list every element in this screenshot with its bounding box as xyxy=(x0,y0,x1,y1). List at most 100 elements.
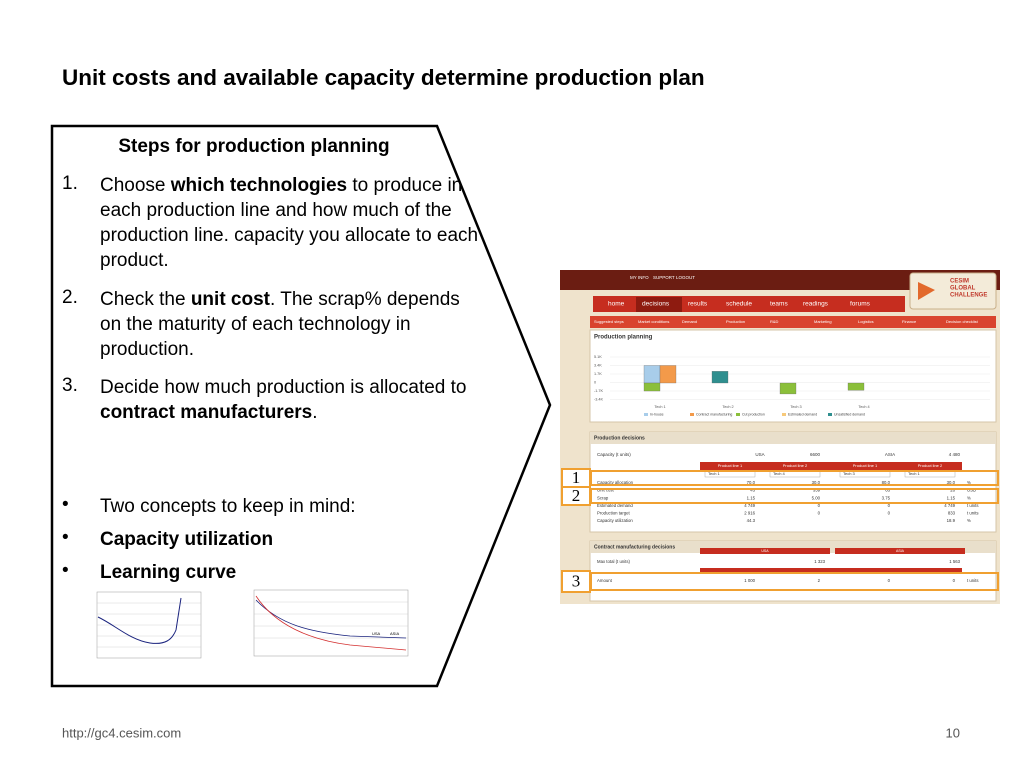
ui-text: -3.4K xyxy=(594,398,604,402)
ui-text: Tech 1 xyxy=(654,405,665,409)
step-emphasis: which technologies xyxy=(170,175,348,196)
bar xyxy=(659,365,677,384)
frame xyxy=(50,124,552,688)
ui-text: 1 000 xyxy=(744,578,755,583)
ui-text: % xyxy=(967,518,971,523)
ui-text: Unsatisfied demand xyxy=(834,412,865,416)
ui-text: SUPPORT xyxy=(653,275,675,280)
ui-text: 2 916 xyxy=(744,511,755,516)
bullet-text: Learning curve xyxy=(100,562,237,583)
ui-text: Contract manufacturing decisions xyxy=(594,544,675,550)
ui-text: CHALLENGE xyxy=(950,293,987,299)
ui-text: 80.0 xyxy=(882,480,891,485)
ui-text: 5.00 xyxy=(812,495,821,500)
ui-text: Marketing xyxy=(814,319,832,324)
bar xyxy=(847,382,865,391)
ui-text: 43 xyxy=(750,488,755,493)
ui-text: 0 xyxy=(594,381,596,385)
ui-text: Max total (t units) xyxy=(597,559,631,564)
step-text: Decide how much production is allocated … xyxy=(100,375,485,425)
ui-text: t units xyxy=(967,511,978,516)
step-number: 1. xyxy=(62,173,78,194)
ui-text: 0 xyxy=(818,503,821,508)
ui-text: % xyxy=(967,495,971,500)
ui-text: CESIM xyxy=(950,279,969,285)
ui-text: 339 xyxy=(813,488,821,493)
ui-text: 1 563 xyxy=(949,559,960,564)
screenshot: MY INFO SUPPORT LOGOUT CESIMGLOBALCHALLENGE… xyxy=(560,270,1000,604)
ui-text: Product line 2 xyxy=(918,463,943,468)
ui-text: Tech 1 xyxy=(708,471,721,476)
ui-text: Suggested steps xyxy=(594,319,624,324)
ui-text: 1.15 xyxy=(947,495,956,500)
step-number: 2. xyxy=(62,287,78,308)
ui-text: Market conditions xyxy=(638,319,669,324)
ui-text: 1.15 xyxy=(747,495,756,500)
ui-text: readings xyxy=(803,301,829,308)
legend: ASIA xyxy=(390,631,399,636)
step-part: . xyxy=(312,402,318,423)
ui-text: Production decisions xyxy=(594,435,645,441)
ui-text: 4 480 xyxy=(949,452,961,457)
ui-text: 833 xyxy=(948,511,956,516)
ui-text: 18.9 xyxy=(947,518,956,523)
ui-text: Estimated demand xyxy=(597,503,633,508)
legend-swatch xyxy=(644,413,648,416)
ui-text: Demand xyxy=(682,319,697,324)
ui-text: 0 xyxy=(818,511,821,516)
ui-text: 3.75 xyxy=(882,495,891,500)
legend-swatch xyxy=(736,413,740,416)
ui-text: teams xyxy=(770,301,788,308)
ui-text: forums xyxy=(850,301,871,308)
legend-swatch xyxy=(690,413,694,416)
bar xyxy=(643,365,661,384)
ui-text: -1.7K xyxy=(594,389,604,393)
ui-text: Tech 1 xyxy=(908,471,921,476)
ui-text: R&D xyxy=(770,319,779,324)
ui-text: 3.4K xyxy=(594,364,602,368)
ui-text: 0 xyxy=(888,578,891,583)
ui-text: Production xyxy=(726,319,745,324)
ui-text: Unit cost xyxy=(597,488,615,493)
marker-box xyxy=(561,486,591,506)
ui-text: Tech 4 xyxy=(773,471,786,476)
marker-box xyxy=(561,570,591,593)
ui-text: 4 749 xyxy=(944,503,955,508)
ui-text: Product line 1 xyxy=(718,463,743,468)
step-emphasis: contract manufacturers xyxy=(100,402,313,423)
step-part: Decide how much production is allocated … xyxy=(100,377,467,398)
ui-text: USA xyxy=(755,452,764,457)
step-text: Check the unit cost. The scrap% depends … xyxy=(100,287,485,362)
step-part: to produce in each production line and h… xyxy=(100,175,479,271)
ui-text: t units xyxy=(967,578,978,583)
ui-text: Estimated demand xyxy=(788,412,817,416)
ui-text: Tech 3 xyxy=(843,471,856,476)
ui-text: decisions xyxy=(642,301,670,308)
ui-text: Logistics xyxy=(858,319,874,324)
ui-text: 1 xyxy=(572,468,581,487)
ui-text: 28 xyxy=(950,488,955,493)
ui-text: In-house xyxy=(650,412,664,416)
ui-text: 5.1K xyxy=(594,355,602,359)
title: Unit costs and available capacity determ… xyxy=(62,65,705,90)
ui-text: 30.0 xyxy=(947,480,956,485)
ui-text: GLOBAL xyxy=(950,286,976,292)
ui-text: USD xyxy=(967,488,976,493)
ui-text: 0 xyxy=(953,578,956,583)
ui-text: Product line 2 xyxy=(783,463,808,468)
legend: USA xyxy=(372,631,381,636)
ui-text: home xyxy=(608,301,625,308)
bullet-symbol: • xyxy=(62,527,69,548)
legend-swatch xyxy=(782,413,786,416)
ui-text: Production planning xyxy=(594,335,653,341)
step-part: Choose xyxy=(100,175,171,196)
ui-text: 44.3 xyxy=(747,518,756,523)
ui-text: 70.0 xyxy=(747,480,756,485)
ui-text: Capacity (t units) xyxy=(597,452,631,457)
ui-text: 6600 xyxy=(810,452,821,457)
bar xyxy=(779,382,797,395)
bullet-symbol: • xyxy=(62,560,69,581)
step-emphasis: unit cost xyxy=(190,289,270,310)
ui-text: Tech 4 xyxy=(858,405,869,409)
